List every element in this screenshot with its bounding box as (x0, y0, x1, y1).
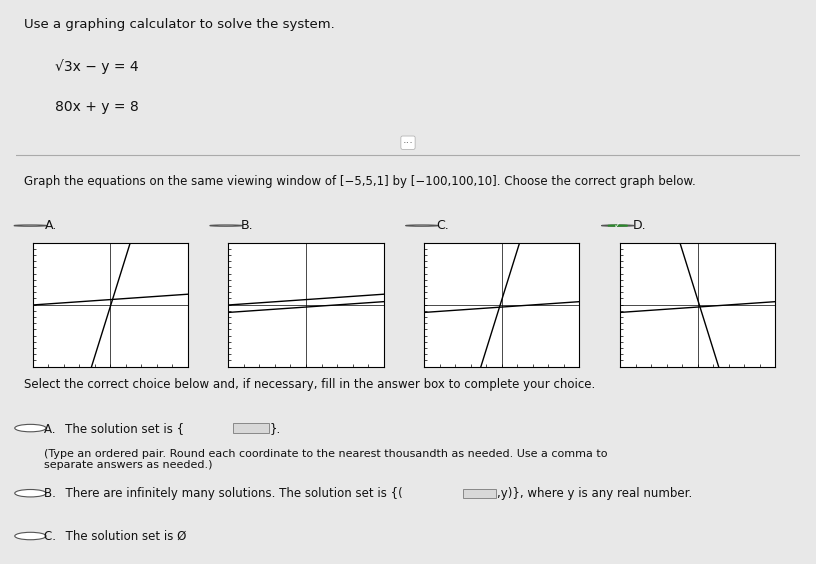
Text: A.  The solution set is {: A. The solution set is { (44, 421, 184, 435)
Text: (Type an ordered pair. Round each coordinate to the nearest thousandth as needed: (Type an ordered pair. Round each coordi… (44, 448, 607, 470)
Text: √3x − y = 4: √3x − y = 4 (55, 59, 139, 74)
Text: C.: C. (437, 219, 450, 232)
Circle shape (15, 424, 46, 432)
Text: B.  There are infinitely many solutions. The solution set is {(: B. There are infinitely many solutions. … (44, 487, 402, 500)
Text: 80x + y = 8: 80x + y = 8 (55, 100, 140, 114)
Text: ✓: ✓ (614, 221, 621, 230)
Circle shape (210, 225, 242, 226)
Circle shape (15, 532, 46, 540)
Text: C.  The solution set is Ø: C. The solution set is Ø (44, 530, 186, 543)
Text: D.: D. (632, 219, 646, 232)
Text: B.: B. (241, 219, 253, 232)
Text: A.: A. (45, 219, 57, 232)
Text: Select the correct choice below and, if necessary, fill in the answer box to com: Select the correct choice below and, if … (24, 378, 596, 391)
Circle shape (406, 225, 438, 226)
Circle shape (601, 225, 634, 226)
Text: ···: ··· (402, 138, 414, 148)
Text: }.: }. (269, 421, 281, 435)
FancyBboxPatch shape (233, 424, 268, 433)
FancyBboxPatch shape (463, 488, 496, 498)
Circle shape (14, 225, 47, 226)
Text: Use a graphing calculator to solve the system.: Use a graphing calculator to solve the s… (24, 18, 335, 31)
Text: Graph the equations on the same viewing window of [−5,5,1] by [−100,100,10]. Cho: Graph the equations on the same viewing … (24, 175, 696, 188)
Circle shape (608, 225, 628, 226)
Circle shape (15, 490, 46, 497)
Text: ,y)}, where y is any real number.: ,y)}, where y is any real number. (496, 487, 692, 500)
